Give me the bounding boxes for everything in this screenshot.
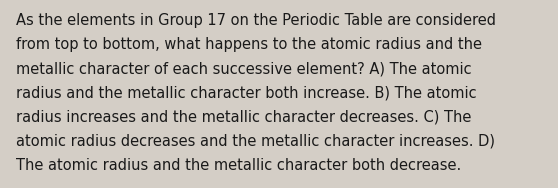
Text: radius and the metallic character both increase. B) The atomic: radius and the metallic character both i… [16,85,476,100]
Text: radius increases and the metallic character decreases. C) The: radius increases and the metallic charac… [16,109,471,124]
Text: metallic character of each successive element? A) The atomic: metallic character of each successive el… [16,61,472,76]
Text: from top to bottom, what happens to the atomic radius and the: from top to bottom, what happens to the … [16,37,482,52]
Text: The atomic radius and the metallic character both decrease.: The atomic radius and the metallic chara… [16,158,461,173]
Text: As the elements in Group 17 on the Periodic Table are considered: As the elements in Group 17 on the Perio… [16,13,496,28]
Text: atomic radius decreases and the metallic character increases. D): atomic radius decreases and the metallic… [16,133,494,149]
